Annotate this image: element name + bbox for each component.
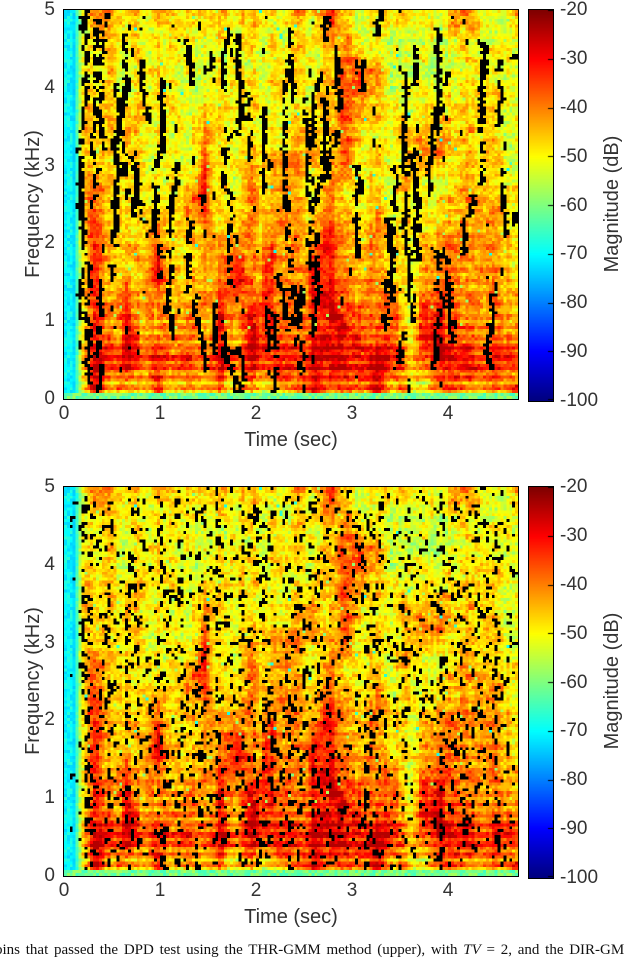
y-axis-label: Frequency (kHz) [22,607,44,755]
spectrogram-panel-upper: Frequency (kHz) 5 4 3 2 1 0 0 1 2 3 4 Ti… [0,0,640,470]
colorbar-tick-label: -40 [560,573,588,595]
colorbar-tick-label: -30 [560,524,588,546]
colorbar-tick-label: -60 [560,671,588,693]
colorbar-tick-label: -90 [560,341,588,363]
colorbar-tick-label: -20 [560,0,588,20]
y-tick-label: 4 [44,553,55,575]
colorbar-tick-label: -20 [560,476,588,497]
spectrogram-heatmap [63,9,519,400]
y-tick-label: 0 [44,388,55,409]
colorbar-label: Magnitude (dB) [601,135,623,273]
x-tick-label: 3 [346,880,358,901]
colorbar-tick-label: -50 [560,622,588,644]
caption-text: bins that passed the DPD test using the … [0,942,464,958]
colorbar [528,486,554,879]
colorbar-tick-label: -60 [560,194,588,216]
x-tick-label: 3 [346,403,358,424]
figure-caption: bins that passed the DPD test using the … [0,942,640,959]
x-tick-label: 2 [250,880,262,901]
colorbar-tick-label: -100 [560,390,599,411]
x-tick-label: 1 [154,880,166,901]
colorbar-label: Magnitude (dB) [601,612,623,750]
colorbar-tick-label: -70 [560,243,588,265]
colorbar-tick-label: -50 [560,145,588,167]
x-tick-label: 0 [58,403,70,424]
x-axis-label: Time (sec) [244,906,338,928]
x-tick-label: 0 [58,880,70,901]
y-tick-label: 2 [44,709,55,731]
y-tick-label: 5 [44,0,55,20]
y-tick-label: 5 [44,476,55,497]
colorbar-tick-label: -30 [560,47,588,69]
y-axis-label: Frequency (kHz) [22,130,44,278]
y-tick-label: 4 [44,76,55,98]
x-tick-label: 4 [442,403,454,424]
colorbar-tick-label: -80 [560,292,588,314]
colorbar-tick-label: -80 [560,769,588,791]
x-tick-label: 4 [442,880,454,901]
y-tick-label: 1 [44,310,55,332]
x-axis-label: Time (sec) [244,429,338,451]
y-tick-label: 0 [44,865,55,886]
caption-math-var: TV [463,942,481,958]
y-tick-label: 3 [44,154,55,176]
colorbar-tick-label: -70 [560,720,588,742]
colorbar-tick-label: -100 [560,867,599,888]
colorbar-tick-label: -40 [560,96,588,118]
x-tick-label: 2 [250,403,262,424]
colorbar-tick-label: -90 [560,818,588,840]
caption-text: = 2, and the DIR-GM [480,942,625,958]
y-tick-label: 1 [44,787,55,809]
colorbar [528,9,554,402]
y-tick-label: 2 [44,232,55,254]
spectrogram-panel-lower: Frequency (kHz) 5 4 3 2 1 0 0 1 2 3 4 Ti… [0,477,640,947]
y-tick-label: 3 [44,631,55,653]
x-tick-label: 1 [154,403,166,424]
spectrogram-heatmap [63,486,519,877]
